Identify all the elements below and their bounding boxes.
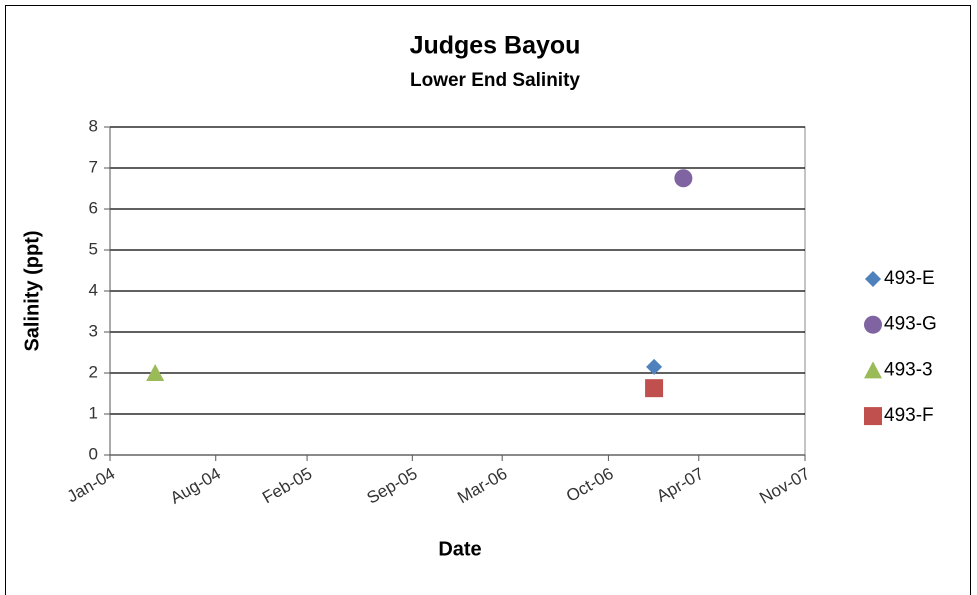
legend-label: 493-F [884, 405, 934, 426]
y-tick-label: 5 [89, 239, 98, 258]
marker-circle [674, 169, 693, 188]
y-tick-label: 6 [89, 198, 98, 217]
legend-label: 493-3 [884, 359, 933, 380]
x-axis-label: Date [438, 538, 481, 560]
y-axis-label: Salinity (ppt) [21, 230, 43, 351]
marker-diamond [865, 271, 881, 287]
y-tick-label: 0 [89, 444, 98, 463]
y-tick-label: 8 [89, 116, 98, 135]
y-tick-label: 3 [89, 321, 98, 340]
marker-square [645, 379, 664, 398]
chart-subtitle: Lower End Salinity [410, 70, 580, 91]
marker-circle [864, 315, 882, 334]
marker-square [864, 407, 882, 426]
y-tick-label: 1 [89, 403, 98, 422]
y-tick-label: 7 [89, 157, 98, 176]
legend-label: 493-G [884, 314, 937, 335]
marker-triangle [864, 361, 882, 379]
legend-label: 493-E [884, 268, 935, 289]
chart-title: Judges Bayou [410, 32, 581, 60]
marker-diamond [646, 358, 663, 375]
y-tick-label: 2 [89, 362, 98, 381]
y-tick-label: 4 [89, 280, 98, 299]
marker-triangle [146, 364, 165, 381]
